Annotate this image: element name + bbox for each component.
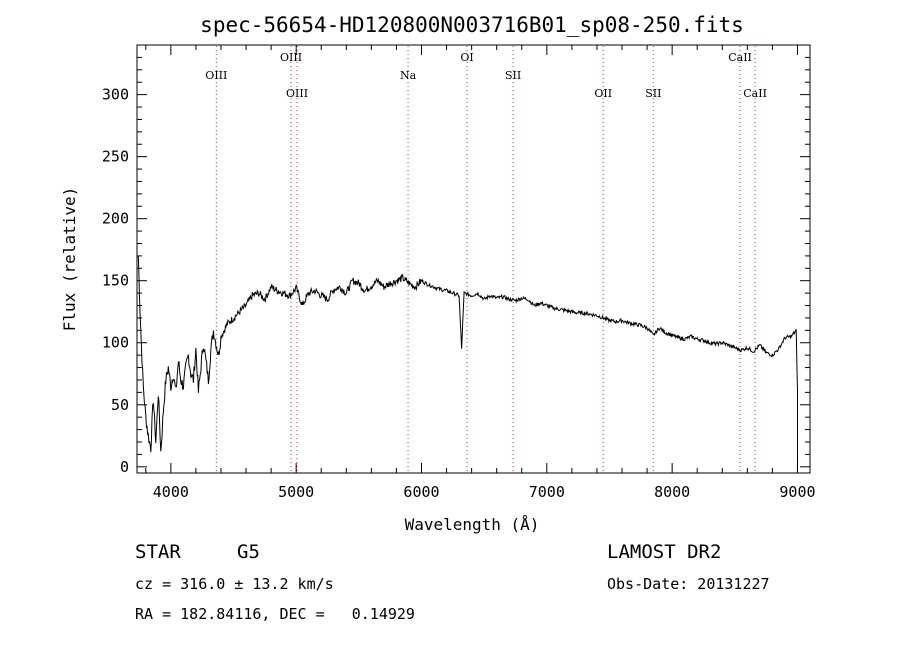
x-tick-label: 9000 xyxy=(779,483,815,501)
axis-ticks: 4000 5000 6000 7000 8000 9000 0 50 100 150 200 250 3… xyxy=(102,45,816,501)
x-axis-label: Wavelength (Å) xyxy=(405,515,540,534)
emission-line-label: SII xyxy=(645,87,661,100)
class-label: STAR xyxy=(135,541,181,563)
obs-date: Obs-Date: 20131227 xyxy=(607,575,770,593)
emission-line-label: SII xyxy=(505,69,521,82)
cz-readout: cz = 316.0 ± 13.2 km/s xyxy=(135,575,334,593)
emission-line-label: CaII xyxy=(728,51,752,64)
subclass-label: G5 xyxy=(237,541,260,563)
x-tick-label: 8000 xyxy=(654,483,690,501)
emission-line-label: CaII xyxy=(743,87,767,100)
emission-line-label: OI xyxy=(460,51,473,64)
emission-line-label: Na xyxy=(400,69,417,82)
x-tick-label: 5000 xyxy=(278,483,314,501)
emission-line-label: OIII xyxy=(205,69,227,82)
spectrum-series-line xyxy=(137,255,798,473)
chart-title: spec-56654-HD120800N003716B01_sp08-250.f… xyxy=(200,13,744,37)
x-tick-label: 6000 xyxy=(403,483,439,501)
plot-border xyxy=(136,44,811,474)
emission-line-label: OIII xyxy=(280,51,302,64)
y-tick-label: 150 xyxy=(102,272,129,290)
y-tick-label: 300 xyxy=(102,86,129,104)
emission-line-label: OII xyxy=(594,87,612,100)
survey-label: LAMOST DR2 xyxy=(607,541,722,563)
x-tick-label: 7000 xyxy=(529,483,565,501)
y-tick-label: 0 xyxy=(120,458,129,476)
y-axis-label: Flux (relative) xyxy=(60,187,79,332)
plot-frame xyxy=(136,44,811,474)
x-tick-label: 4000 xyxy=(153,483,189,501)
y-tick-label: 200 xyxy=(102,210,129,228)
emission-line-label: OIII xyxy=(286,87,308,100)
series-layer xyxy=(137,255,798,473)
y-tick-label: 100 xyxy=(102,334,129,352)
coordinates-readout: RA = 182.84116, DEC = 0.14929 xyxy=(135,605,415,623)
emission-lines: OIII OIII OIII Na OI SII OII SII CaII CaII xyxy=(205,46,767,472)
y-tick-label: 250 xyxy=(102,148,129,166)
y-tick-label: 50 xyxy=(111,396,129,414)
